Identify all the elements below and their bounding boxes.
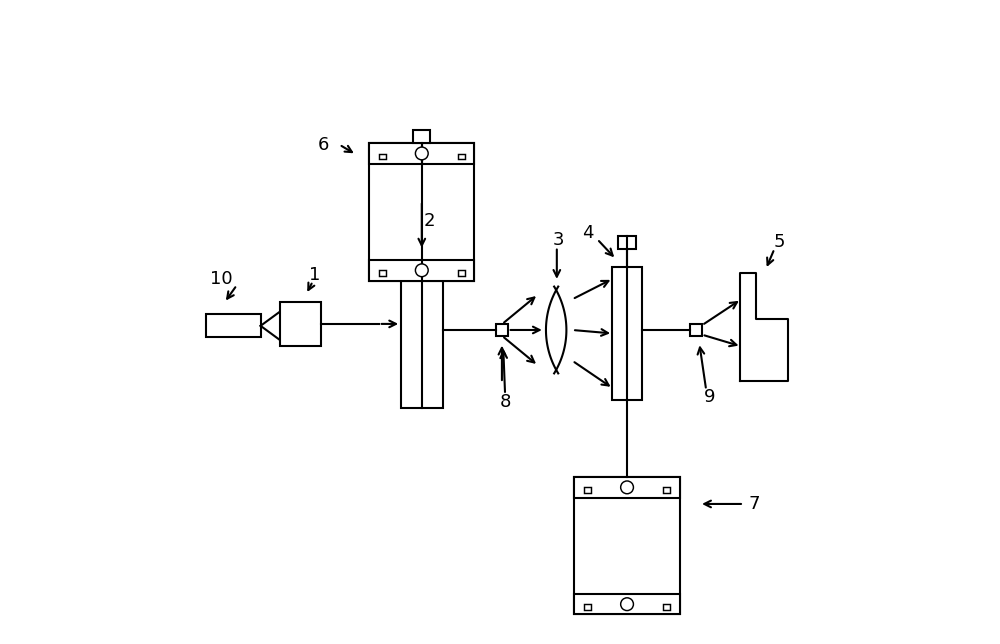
Circle shape xyxy=(415,147,428,160)
Bar xyxy=(280,301,321,346)
Bar xyxy=(369,260,474,281)
Bar xyxy=(618,236,636,249)
Text: 4: 4 xyxy=(582,223,594,242)
Bar xyxy=(663,488,670,493)
Bar xyxy=(458,270,465,276)
Bar xyxy=(690,324,702,336)
Bar xyxy=(401,252,443,408)
Bar xyxy=(413,131,430,143)
Circle shape xyxy=(621,481,633,494)
Text: 2: 2 xyxy=(424,212,436,230)
Circle shape xyxy=(621,598,633,611)
Bar xyxy=(369,143,474,281)
Bar xyxy=(369,143,474,164)
Bar xyxy=(584,488,591,493)
Text: 1: 1 xyxy=(309,266,321,284)
Bar xyxy=(379,153,386,159)
Bar xyxy=(574,477,680,498)
Circle shape xyxy=(415,264,428,277)
Text: 3: 3 xyxy=(553,231,564,249)
Bar xyxy=(206,314,261,337)
Bar xyxy=(496,324,508,336)
Text: 9: 9 xyxy=(704,388,715,406)
Text: 6: 6 xyxy=(318,135,329,153)
Bar xyxy=(584,604,591,610)
Text: 7: 7 xyxy=(748,495,760,513)
Bar xyxy=(574,594,680,614)
Bar xyxy=(663,604,670,610)
Text: 5: 5 xyxy=(773,233,785,251)
Bar xyxy=(612,267,642,400)
Bar xyxy=(458,153,465,159)
Bar xyxy=(379,270,386,276)
Text: 8: 8 xyxy=(499,393,511,411)
Bar xyxy=(574,477,680,614)
Text: 10: 10 xyxy=(210,270,232,288)
